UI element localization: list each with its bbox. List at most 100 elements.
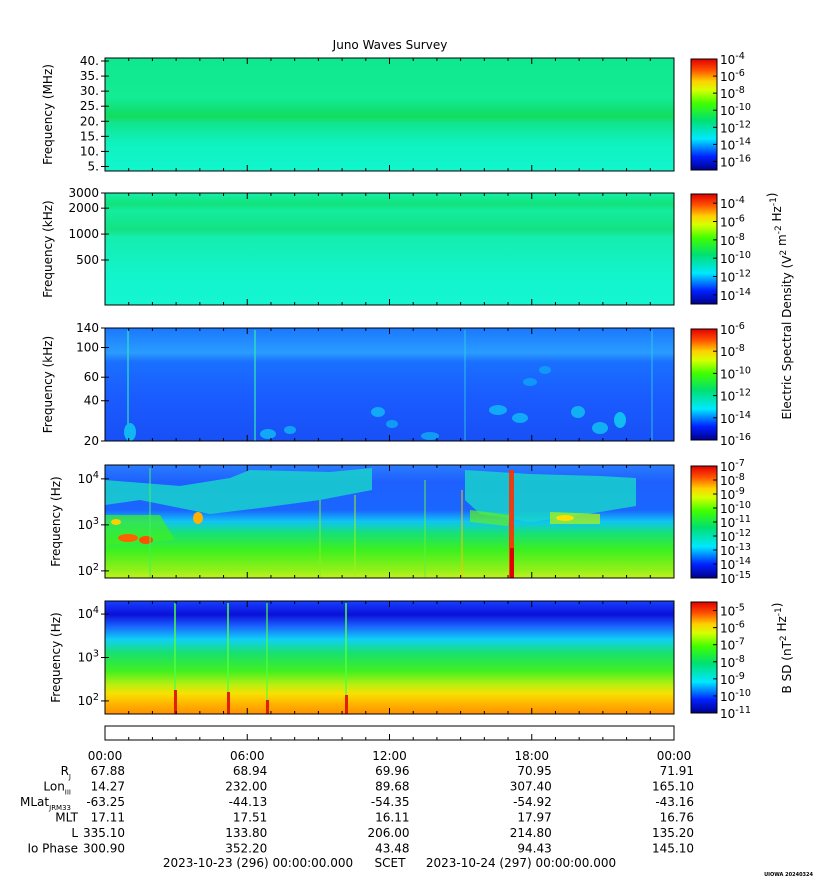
- ephemeris-value: 300.90: [83, 842, 125, 856]
- ephemeris-value: -63.25: [86, 795, 125, 809]
- panel-5-spectrogram: [105, 601, 674, 714]
- panel-2-spectrogram: [105, 193, 674, 305]
- ephemeris-value: 165.10: [652, 780, 694, 794]
- colorbar-1-tick-label: 10-4: [720, 51, 745, 67]
- panel-4-y-tick-label: 103: [78, 516, 99, 532]
- ephemeris-value: 206.00: [368, 826, 410, 840]
- colorbar-4-tick-label: 10-13: [720, 542, 751, 558]
- credit-label: UIOWA 20240324: [764, 872, 813, 878]
- colorbar-4-tick-label: 10-8: [720, 472, 745, 488]
- panel-1-y-tick-label: 40.: [80, 54, 99, 68]
- time-tick-label: 00:00: [88, 749, 123, 763]
- time-tick-label: 00:00: [657, 749, 692, 763]
- ephemeris-value: 335.10: [83, 826, 125, 840]
- chart-title: Juno Waves Survey: [332, 38, 448, 52]
- ephemeris-value: 17.97: [517, 811, 551, 825]
- scet-start: 2023-10-23 (296) 00:00:00.000: [163, 856, 353, 870]
- colorbar-3-tick-label: 10-6: [720, 321, 745, 337]
- colorbar-4-tick-label: 10-11: [720, 514, 751, 530]
- colorbar-3-tick-label: 10-16: [720, 432, 751, 448]
- ephemeris-value: 16.76: [660, 811, 694, 825]
- panel-1-y-tick-label: 25.: [80, 99, 99, 113]
- colorbar-2-tick-label: 10-10: [720, 250, 751, 266]
- panels-layer: [105, 58, 674, 714]
- ephemeris-value: 135.20: [652, 826, 694, 840]
- ephemeris-value: -54.92: [513, 795, 552, 809]
- ephemeris-value: 70.95: [517, 764, 551, 778]
- colorbar-4-tick-label: 10-14: [720, 556, 751, 572]
- ephemeris-row-label: RJ: [61, 764, 71, 781]
- panel-2-y-tick-label: 2000: [68, 201, 99, 215]
- colorbar-3-tick-label: 10-8: [720, 343, 745, 359]
- colorbar-4: [690, 465, 718, 579]
- colorbar-3-tick-label: 10-14: [720, 410, 751, 426]
- panel-1-y-tick-label: 5.: [88, 159, 99, 173]
- ephemeris-value: 14.27: [91, 780, 125, 794]
- panel-4-y-tick-label: 104: [78, 470, 99, 486]
- panel-3-y-tick-label: 140: [76, 321, 99, 335]
- panel-3-y-tick-label: 100: [76, 341, 99, 355]
- panel-3-y-tick-label: 60: [84, 370, 99, 384]
- colorbar-3: [690, 328, 718, 441]
- colorbar-2-tick-label: 10-12: [720, 269, 751, 285]
- time-axis: 00:00 06:00 12:00 18:00 00:00 RJ 67.88 68.94 69.…: [20, 734, 694, 856]
- panel-5-y-tick-label: 103: [78, 649, 99, 665]
- colorbar-3-tick-label: 10-10: [720, 365, 751, 381]
- ephemeris-value: 17.51: [233, 811, 267, 825]
- axes-layer: 5.10.15.20.25.30.35.40. Frequency (MHz) 50…: [41, 54, 675, 715]
- scet-end: 2023-10-24 (297) 00:00:00.000: [426, 856, 616, 870]
- colorbar-5-tick-label: 10-5: [720, 603, 745, 619]
- panel-1-y-tick-label: 15.: [80, 129, 99, 143]
- colorbar-4-tick-label: 10-7: [720, 458, 745, 474]
- ephemeris-value: 214.80: [510, 826, 552, 840]
- colorbar-title-magnetic: B SD (nT2 Hz-1): [770, 603, 794, 694]
- ephemeris-value: 69.96: [375, 764, 409, 778]
- colorbar-5-tick-label: 10-7: [720, 637, 745, 653]
- ephemeris-value: 17.11: [91, 811, 125, 825]
- ephemeris-value: 94.43: [517, 842, 551, 856]
- panel-2-y-tick-label: 500: [76, 253, 99, 267]
- ephemeris-value: 307.40: [510, 780, 552, 794]
- colorbar-2-tick-label: 10-14: [720, 287, 751, 303]
- ephemeris-value: 145.10: [652, 842, 694, 856]
- colorbar-5-tick-label: 10-10: [720, 688, 751, 704]
- panel-5-y-tick-label: 104: [78, 605, 99, 621]
- panel-5-emission-features: [174, 603, 348, 714]
- panel-3-y-axis-label: Frequency (kHz): [41, 336, 55, 433]
- colorbar-4-tick-label: 10-9: [720, 486, 745, 502]
- colorbar-5-tick-label: 10-6: [720, 620, 745, 636]
- colorbar-4-tick-label: 10-10: [720, 500, 751, 516]
- ephemeris-value: 16.11: [375, 811, 409, 825]
- panel-1-spectrogram: [105, 58, 674, 171]
- colorbar-2-tick-label: 10-6: [720, 214, 745, 230]
- panel-4-emission-features: [105, 468, 636, 578]
- colorbar-5: [690, 601, 718, 714]
- ephemeris-value: -44.13: [229, 795, 268, 809]
- panel-5-y-axis-label: Frequency (Hz): [49, 612, 63, 703]
- colorbar-1-tick-label: 10-12: [720, 119, 751, 135]
- colorbar-title-magnetic-text: B SD (nT2 Hz-1): [770, 603, 794, 694]
- colorbar-title-electric: Electric Spectral Density (V2 m-2 Hz-1): [765, 192, 794, 419]
- panel-4-y-tick-label: 102: [78, 562, 99, 578]
- panel-4-y-axis-label: Frequency (Hz): [49, 476, 63, 567]
- colorbar-1: [690, 58, 718, 171]
- colorbar-4-tick-label: 10-12: [720, 528, 751, 544]
- ephemeris-row-label: L: [71, 826, 78, 840]
- ephemeris-value: -54.35: [371, 795, 410, 809]
- colorbar-title-electric-text: Electric Spectral Density (V2 m-2 Hz-1): [765, 192, 794, 419]
- panel-3-y-tick-label: 20: [84, 434, 99, 448]
- ephemeris-value: -43.16: [655, 795, 694, 809]
- ephemeris-value: 43.48: [375, 842, 409, 856]
- ephemeris-value: 352.20: [225, 842, 267, 856]
- colorbar-5-tick-label: 10-11: [720, 705, 751, 721]
- ephemeris-value: 68.94: [233, 764, 267, 778]
- colorbar-2-tick-label: 10-8: [720, 232, 745, 248]
- colorbar-2-tick-label: 10-4: [720, 195, 745, 211]
- colorbar-layer: 10-410-610-810-1010-1210-1410-1610-410-6…: [690, 51, 794, 721]
- colorbar-5-tick-label: 10-8: [720, 654, 745, 670]
- colorbar-1-tick-label: 10-6: [720, 68, 745, 84]
- time-tick-label: 12:00: [372, 749, 407, 763]
- ephemeris-value: 67.88: [91, 764, 125, 778]
- ephemeris-value: 71.91: [660, 764, 694, 778]
